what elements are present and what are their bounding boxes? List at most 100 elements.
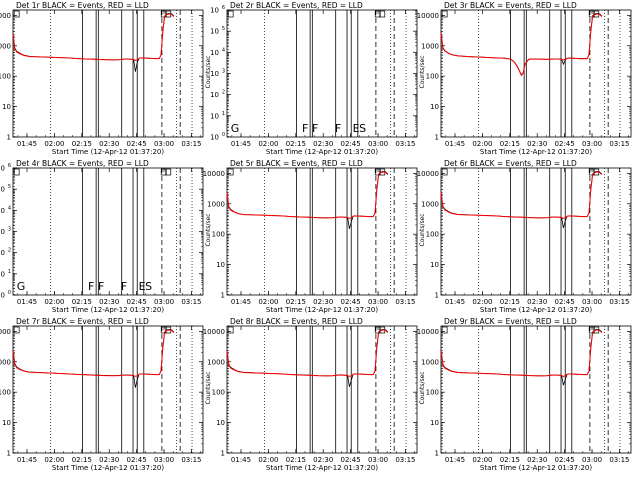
- y-tick-label: 100: [212, 231, 225, 239]
- y-tick-label: 10: [2, 103, 11, 111]
- flag-annotation: F: [88, 280, 94, 293]
- x-tick-label: 02:45: [341, 140, 361, 148]
- y-tick-label: 100: [426, 231, 439, 239]
- y-tick-exponent: 0: [222, 132, 225, 138]
- series-events: [440, 171, 603, 229]
- x-axis-label: Start Time (12-Apr-12 01:37:20): [266, 306, 378, 314]
- y-tick-label: 1000: [0, 42, 11, 50]
- x-axis-label: Start Time (12-Apr-12 01:37:20): [52, 464, 164, 472]
- series-events: [440, 13, 603, 76]
- x-tick-label: 01:45: [17, 456, 37, 464]
- y-tick-label: 10: [210, 134, 219, 142]
- x-tick-label: 01:45: [17, 140, 37, 148]
- plot-frame: [226, 9, 418, 138]
- x-tick-label: 02:45: [127, 140, 147, 148]
- x-tick-label: 02:00: [44, 140, 64, 148]
- x-axis-label: Start Time (12-Apr-12 01:37:20): [480, 464, 592, 472]
- y-tick-label: 10: [210, 49, 219, 57]
- panel-det-4r: Det 4r BLACK = Events, RED = LLDCounts/s…: [0, 159, 204, 314]
- x-tick-label: 03:15: [395, 456, 415, 464]
- series-events: [226, 171, 389, 229]
- x-tick-label: 02:15: [72, 140, 92, 148]
- y-tick-label: 10000: [0, 12, 11, 20]
- y-tick-label: 10000: [203, 170, 225, 178]
- y-tick-label: 10: [0, 249, 5, 257]
- marker-box: [227, 168, 234, 176]
- y-tick-label: 10: [0, 207, 5, 215]
- marker-box: [441, 326, 448, 334]
- y-tick-exponent: 3: [8, 227, 11, 233]
- x-tick-label: 02:00: [472, 456, 492, 464]
- y-tick-label: 10: [210, 70, 219, 78]
- x-tick-label: 03:15: [395, 298, 415, 306]
- x-tick-label: 03:15: [609, 298, 629, 306]
- panel-det-8r: Det 8r BLACK = Events, RED = LLD Counts/s…: [203, 317, 418, 472]
- y-tick-exponent: 2: [222, 90, 225, 96]
- plot-frame: [12, 325, 204, 454]
- plot-frame: [226, 167, 418, 296]
- y-tick-label: 1: [435, 292, 439, 300]
- x-tick-label: 02:45: [127, 456, 147, 464]
- panel-title: Det 4r BLACK = Events, RED = LLD: [16, 159, 149, 168]
- flag-annotation: S: [145, 280, 152, 293]
- x-tick-label: 02:00: [44, 456, 64, 464]
- x-axis-label: Start Time (12-Apr-12 01:37:20): [52, 306, 164, 314]
- x-tick-label: 02:15: [286, 140, 306, 148]
- y-tick-exponent: 4: [8, 205, 11, 211]
- marker-box: [165, 168, 172, 176]
- x-tick-label: 02:00: [472, 140, 492, 148]
- panel-det-7r: Det 7r BLACK = Events, RED = LLDCounts/s…: [0, 317, 204, 472]
- x-tick-label: 03:00: [154, 298, 174, 306]
- series-lld: [12, 13, 175, 61]
- flag-annotation: E: [139, 280, 146, 293]
- y-axis-label: Counts/sec: [205, 213, 212, 246]
- x-tick-label: 01:45: [231, 298, 251, 306]
- x-tick-label: 03:00: [368, 298, 388, 306]
- x-axis-label: Start Time (12-Apr-12 01:37:20): [480, 148, 592, 156]
- panel-det-1r: Det 1r BLACK = Events, RED = LLDCounts/s…: [0, 1, 204, 156]
- x-tick-label: 02:45: [341, 298, 361, 306]
- x-tick-label: 02:30: [99, 298, 119, 306]
- plot-frame: [440, 167, 632, 296]
- series-lld: [226, 329, 389, 377]
- series-events: [226, 329, 389, 387]
- x-tick-label: 02:30: [313, 298, 333, 306]
- plot-frame: [440, 325, 632, 454]
- marker-box: [13, 10, 20, 18]
- x-tick-label: 02:00: [44, 298, 64, 306]
- x-tick-label: 02:30: [527, 298, 547, 306]
- marker-box: [441, 168, 448, 176]
- y-tick-label: 1000: [421, 42, 439, 50]
- x-tick-label: 02:15: [286, 298, 306, 306]
- x-tick-label: 02:00: [258, 456, 278, 464]
- x-tick-label: 02:00: [258, 298, 278, 306]
- y-tick-label: 10000: [417, 12, 439, 20]
- y-tick-label: 10: [0, 228, 5, 236]
- series-lld: [226, 171, 389, 219]
- panel-det-6r: Det 6r BLACK = Events, RED = LLD Counts/s…: [417, 159, 632, 314]
- x-tick-label: 02:30: [313, 456, 333, 464]
- y-tick-label: 10000: [417, 170, 439, 178]
- y-tick-label: 10: [210, 91, 219, 99]
- series-events: [12, 13, 175, 72]
- plot-frame: [226, 325, 418, 454]
- y-tick-exponent: 1: [222, 111, 225, 117]
- x-tick-label: 01:45: [231, 456, 251, 464]
- y-tick-label: 10000: [203, 328, 225, 336]
- y-tick-exponent: 4: [222, 47, 225, 53]
- x-tick-label: 01:45: [445, 298, 465, 306]
- y-axis-label: Counts/sec: [419, 55, 426, 88]
- y-tick-exponent: 3: [222, 69, 225, 75]
- y-tick-label: 100: [426, 73, 439, 81]
- y-tick-label: 1: [7, 134, 11, 142]
- series-lld: [440, 13, 603, 77]
- x-tick-label: 02:45: [341, 456, 361, 464]
- panel-det-5r: Det 5r BLACK = Events, RED = LLD Counts/s…: [203, 159, 418, 314]
- x-tick-label: 01:45: [445, 140, 465, 148]
- panel-title: Det 8r BLACK = Events, RED = LLD: [230, 317, 363, 326]
- series-lld: [440, 329, 603, 377]
- flag-annotation: S: [359, 122, 366, 135]
- x-tick-label: 01:45: [17, 298, 37, 306]
- x-tick-label: 03:00: [368, 140, 388, 148]
